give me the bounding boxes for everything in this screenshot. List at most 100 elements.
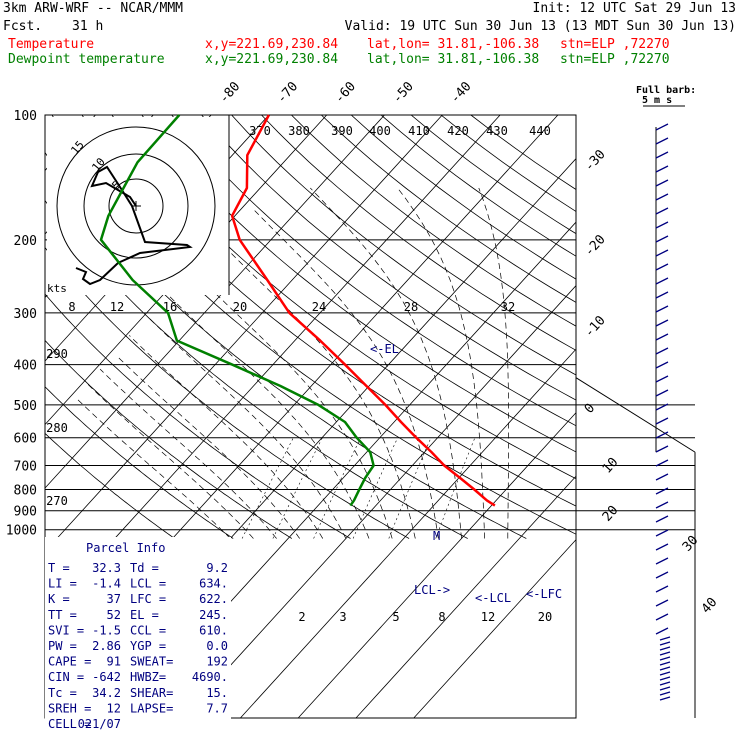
parcel-info-cell: 7.7 xyxy=(206,701,228,715)
wind-barb xyxy=(655,123,669,131)
dry-adiabat xyxy=(260,115,576,351)
wind-barb xyxy=(655,375,669,383)
temperature-profile xyxy=(230,114,496,507)
moist-adiabat xyxy=(99,368,277,539)
parcel-info-cell: SHEAR= xyxy=(130,686,173,700)
mixing-ratio-label-top: 8 xyxy=(68,300,75,314)
parcel-info-cell: 2.86 xyxy=(92,639,121,653)
wind-barb xyxy=(655,333,669,341)
wind-barb xyxy=(655,529,669,537)
init-time: Init: 12 UTC Sat 29 Jun 13 xyxy=(532,1,737,16)
parcel-info-cell: 245. xyxy=(199,608,228,622)
moist-adiabat xyxy=(75,397,231,539)
parcel-info-cell: 34.2 xyxy=(92,686,121,700)
parcel-info-cell: -1.5 xyxy=(92,623,121,637)
wind-barb xyxy=(655,263,669,271)
wind-barb xyxy=(659,661,671,666)
isotherm xyxy=(45,115,501,616)
lfc-label: <-LFC xyxy=(526,587,562,601)
wind-barb xyxy=(655,613,669,621)
wind-barb xyxy=(655,501,669,509)
wind-barb xyxy=(655,361,669,369)
pressure-label-600: 600 xyxy=(14,432,37,447)
parcel-info-cell: LAPSE= xyxy=(130,701,173,715)
parcel-info-cell: K = xyxy=(48,592,70,606)
hodograph-trace xyxy=(75,165,193,286)
mixing-ratio-label-bottom: 12 xyxy=(481,610,495,624)
wind-barb xyxy=(655,221,669,229)
pressure-label-700: 700 xyxy=(14,459,37,474)
dewpoint-profile xyxy=(99,114,375,507)
temp-xy: x,y=221.69,230.84 xyxy=(205,37,339,52)
forecast-hour: 31 h xyxy=(72,19,104,34)
parcel-info-cell: CAPE = xyxy=(48,655,91,669)
temp-right-label: 10 xyxy=(600,455,622,477)
mixing-ratio-line xyxy=(388,437,432,539)
temp-right-label: -30 xyxy=(582,147,609,174)
wind-barb xyxy=(655,445,669,453)
dry-adiabat xyxy=(231,115,576,376)
pressure-label-400: 400 xyxy=(14,359,37,374)
parcel-info-cell: LI = xyxy=(48,577,77,591)
wind-barb xyxy=(659,671,671,676)
forecast-label: Fcst. xyxy=(3,19,43,34)
temp-right-label: 20 xyxy=(600,503,622,525)
wind-barb xyxy=(655,151,669,159)
mixing-ratio-label-top: 12 xyxy=(110,300,124,314)
lcl-right-label: <-LCL xyxy=(475,591,511,605)
mixing-ratio-label-top: 24 xyxy=(312,300,326,314)
wind-barb xyxy=(655,179,669,187)
theta-label-left: 270 xyxy=(46,494,68,508)
wind-barb xyxy=(659,676,671,681)
wind-barb xyxy=(655,277,669,285)
parcel-info-cell: 4690. xyxy=(192,670,228,684)
plot-border xyxy=(44,114,577,719)
mixing-ratio-label-top: 20 xyxy=(233,300,247,314)
mixing-ratio-label-bottom: 8 xyxy=(438,610,445,624)
parcel-info-cell: T = xyxy=(48,561,70,575)
wind-barb xyxy=(655,291,669,299)
parcel-info-cell: 9.2 xyxy=(206,561,228,575)
parcel-info-cell: 15. xyxy=(206,686,228,700)
dry-adiabat xyxy=(201,115,576,401)
dry-adiabat xyxy=(111,115,576,480)
pressure-label-200: 200 xyxy=(14,234,37,249)
pressure-label-900: 900 xyxy=(14,505,37,520)
wind-barb xyxy=(655,319,669,327)
theta-label-top: 440 xyxy=(529,124,551,138)
parcel-info-cell: HWBZ= xyxy=(130,670,166,684)
parcel-info-cell: Td = xyxy=(130,561,159,575)
parcel-info-cell: 32.3 xyxy=(92,561,121,575)
mixing-ratio-label-top: 16 xyxy=(163,300,177,314)
dew-station: stn=ELP ,72270 xyxy=(560,52,670,67)
wind-barb xyxy=(655,389,669,397)
dry-adiabat xyxy=(171,115,576,427)
theta-label-left: 290 xyxy=(46,347,68,361)
parcel-info-cell: SVI = xyxy=(48,623,84,637)
parcel-info-cell: 52 xyxy=(107,608,121,622)
barb-legend-title: Full barb: xyxy=(636,85,696,96)
temp-top-label: -50 xyxy=(390,79,417,106)
wind-barb xyxy=(655,473,669,481)
theta-label-top: 420 xyxy=(447,124,469,138)
wind-barb xyxy=(659,651,671,656)
mixing-ratio-label-top: 28 xyxy=(404,300,418,314)
parcel-info-cell: PW = xyxy=(48,639,77,653)
parcel-info-cell: Tc = xyxy=(48,686,77,700)
wind-barb xyxy=(659,686,671,691)
mixing-ratio-label-top: 32 xyxy=(501,300,515,314)
wind-barb xyxy=(655,543,669,551)
temp-right-label: -20 xyxy=(582,232,609,259)
isotherm xyxy=(182,285,576,719)
parcel-info-cell: SREH = xyxy=(48,701,91,715)
diagram-frame xyxy=(44,114,696,719)
el-label: <-EL xyxy=(370,342,399,356)
mixing-ratio-label-bottom: 3 xyxy=(339,610,346,624)
pressure-label-100: 100 xyxy=(14,109,37,124)
dry-adiabat xyxy=(290,115,576,327)
parcel-info-title: Parcel Info xyxy=(86,541,165,555)
dry-adiabat xyxy=(45,339,293,539)
parcel-info-cell: 192 xyxy=(206,655,228,669)
